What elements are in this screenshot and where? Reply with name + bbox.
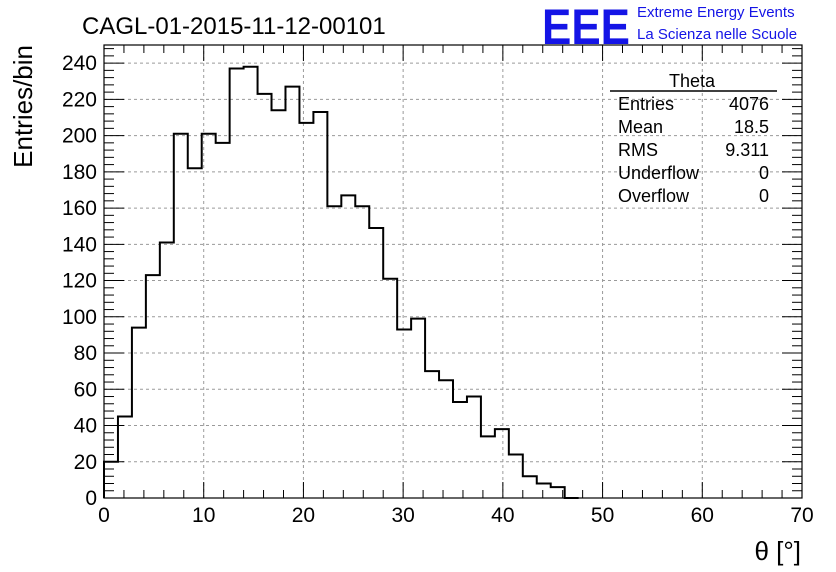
x-tick-label: 30 (391, 504, 414, 527)
y-tick-label: 220 (62, 88, 97, 111)
stats-value-underflow: 0 (759, 163, 769, 183)
x-tick-label: 10 (192, 504, 215, 527)
logo-line-1: Extreme Energy Events (637, 4, 795, 21)
y-tick-label: 160 (62, 197, 97, 220)
stats-box: Theta Entries 4076 Mean 18.5 RMS 9.311 U… (610, 71, 777, 206)
stats-value-overflow: 0 (759, 186, 769, 206)
stats-label-overflow: Overflow (618, 186, 690, 206)
stats-value-mean: 18.5 (734, 117, 769, 137)
stats-label-mean: Mean (618, 117, 663, 137)
y-tick-label: 40 (74, 415, 97, 438)
x-axis-label: θ [°] (754, 536, 801, 566)
y-axis-label: Entries/bin (8, 45, 38, 168)
eee-logo-mark: EEE (542, 0, 630, 55)
stats-value-entries: 4076 (729, 94, 769, 114)
y-tick-label: 120 (62, 270, 97, 293)
logo-line-2: La Scienza nelle Scuole (637, 26, 797, 43)
histogram-series-line (103, 65, 579, 499)
stats-label-rms: RMS (618, 140, 658, 160)
stats-label-underflow: Underflow (618, 163, 700, 183)
x-tick-label: 50 (591, 504, 614, 527)
y-tick-label: 60 (74, 378, 97, 401)
y-tick-label: 140 (62, 233, 97, 256)
y-tick-label: 180 (62, 161, 97, 184)
x-tick-label: 70 (790, 504, 813, 527)
y-tick-label: 200 (62, 125, 97, 148)
stats-label-entries: Entries (618, 94, 674, 114)
y-tick-label: 0 (85, 487, 97, 510)
grid-lines (104, 45, 802, 498)
y-tick-label: 80 (74, 342, 97, 365)
x-tick-label: 0 (98, 504, 110, 527)
stats-box-title: Theta (669, 71, 716, 91)
x-tick-label: 40 (491, 504, 514, 527)
y-tick-label: 240 (62, 52, 97, 75)
stats-value-rms: 9.311 (725, 140, 769, 160)
x-tick-label: 60 (691, 504, 714, 527)
chart-title: CAGL-01-2015-11-12-00101 (82, 13, 386, 40)
plot-frame (103, 44, 803, 499)
x-tick-label: 20 (292, 504, 315, 527)
y-tick-label: 20 (74, 451, 97, 474)
axes: 0 10 20 30 40 50 60 70 0 20 40 60 80 100 120 140 160 180 2… (62, 45, 814, 527)
y-tick-label: 100 (62, 306, 97, 329)
